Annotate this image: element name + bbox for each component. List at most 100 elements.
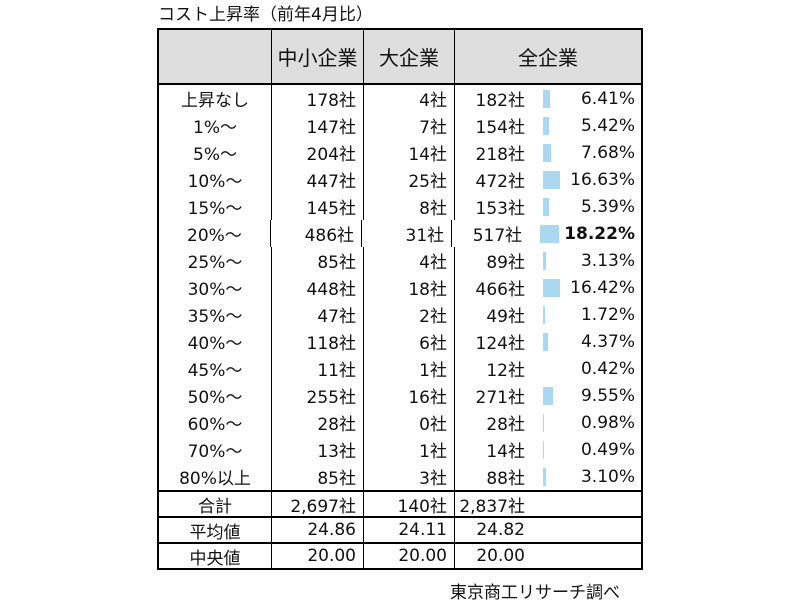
all-percentage: 5.42% [580, 115, 635, 136]
sme-count: 24.86 [272, 518, 364, 542]
row-label: 45%〜 [159, 355, 272, 382]
table-row: 80%以上 85社 3社 88社 3.10% [159, 463, 641, 490]
all-count: 218社 [475, 145, 525, 165]
data-bar-zone [543, 355, 567, 382]
data-bar [543, 305, 545, 324]
data-bar-zone [543, 328, 567, 355]
data-bar-zone [543, 492, 567, 516]
header-sme: 中小企業 [272, 30, 364, 83]
row-label: 10%〜 [159, 166, 272, 193]
large-count: 18社 [364, 274, 455, 301]
data-bar [543, 278, 560, 297]
large-count: 16社 [364, 382, 455, 409]
table-row: 20%〜 486社 31社 517社 18.22% [159, 220, 641, 247]
header-blank [159, 30, 272, 83]
all-companies-cell: 28社 0.98% [455, 409, 641, 436]
all-count: 466社 [475, 280, 525, 300]
sme-count: 486社 [271, 220, 363, 247]
row-label: 20%〜 [159, 220, 271, 247]
table-body: 上昇なし 178社 4社 182社 6.41% 1%〜 147社 7社 154社… [159, 85, 641, 490]
row-label: 5%〜 [159, 139, 272, 166]
row-label: 15%〜 [159, 193, 272, 220]
data-bar-zone [543, 85, 567, 112]
data-bar-zone [543, 463, 567, 490]
data-bar-zone [543, 112, 567, 139]
all-count: 153社 [475, 199, 525, 219]
all-count: 2,837社 [459, 496, 525, 517]
large-count: 24.11 [364, 518, 455, 542]
table-row: 中央値 20.00 20.00 20.00 [159, 542, 641, 569]
row-label: 1%〜 [159, 112, 272, 139]
sme-count: 85社 [272, 247, 364, 274]
sme-count: 85社 [272, 463, 364, 490]
row-label: 50%〜 [159, 382, 272, 409]
data-bar-zone [543, 436, 567, 463]
all-percentage: 9.55% [580, 385, 635, 406]
all-count: 271社 [475, 388, 525, 408]
all-companies-cell: 218社 7.68% [455, 139, 641, 166]
table-row: 平均値 24.86 24.11 24.82 [159, 516, 641, 543]
large-count: 7社 [364, 112, 455, 139]
all-count: 14社 [486, 442, 525, 462]
large-count: 31社 [362, 220, 453, 247]
data-bar-zone [543, 166, 567, 193]
data-bar [543, 332, 548, 351]
data-bar-zone [543, 518, 567, 542]
all-percentage: 1.72% [580, 304, 635, 325]
all-companies-cell: 472社 16.63% [455, 166, 641, 193]
all-percentage: 7.68% [580, 142, 635, 163]
row-label: 80%以上 [159, 463, 272, 490]
data-bar-zone [543, 139, 567, 166]
sme-count: 448社 [272, 274, 364, 301]
header-large: 大企業 [364, 30, 455, 83]
row-label: 上昇なし [159, 85, 272, 112]
data-bar-zone [543, 382, 567, 409]
chart-title: コスト上昇率（前年4月比） [158, 5, 373, 25]
data-bar [540, 224, 560, 243]
row-label: 70%〜 [159, 436, 272, 463]
data-bar [543, 467, 546, 486]
sme-count: 447社 [272, 166, 364, 193]
source-credit: 東京商工リサーチ調べ [450, 583, 620, 603]
table-summary: 合計 2,697社 140社 2,837社 平均値 24.86 24.11 24… [159, 490, 641, 569]
all-companies-cell: 154社 5.42% [455, 112, 641, 139]
all-count: 124社 [475, 334, 525, 354]
large-count: 3社 [364, 463, 455, 490]
data-bar [543, 386, 553, 405]
all-count: 472社 [475, 172, 525, 192]
all-percentage: 3.13% [580, 250, 635, 271]
data-bar-zone [543, 544, 567, 568]
all-count: 49社 [486, 307, 525, 327]
all-count: 12社 [486, 361, 525, 381]
data-bar-zone [543, 247, 567, 274]
all-companies-cell: 153社 5.39% [455, 193, 641, 220]
row-label: 25%〜 [159, 247, 272, 274]
table-row: 上昇なし 178社 4社 182社 6.41% [159, 85, 641, 112]
row-label: 35%〜 [159, 301, 272, 328]
table-row: 35%〜 47社 2社 49社 1.72% [159, 301, 641, 328]
sme-count: 178社 [272, 85, 364, 112]
all-percentage: 3.10% [580, 466, 635, 487]
table-row: 10%〜 447社 25社 472社 16.63% [159, 166, 641, 193]
sme-count: 118社 [272, 328, 364, 355]
table-row: 40%〜 118社 6社 124社 4.37% [159, 328, 641, 355]
data-bar-zone [543, 301, 567, 328]
all-companies-cell: 24.82 [455, 518, 641, 542]
table-row: 60%〜 28社 0社 28社 0.98% [159, 409, 641, 436]
data-bar [543, 197, 549, 216]
all-count: 24.82 [476, 520, 525, 540]
large-count: 4社 [364, 247, 455, 274]
all-companies-cell: 466社 16.42% [455, 274, 641, 301]
large-count: 6社 [364, 328, 455, 355]
row-label: 合計 [159, 492, 272, 517]
large-count: 8社 [364, 193, 455, 220]
all-percentage: 0.49% [580, 439, 635, 460]
sme-count: 28社 [272, 409, 364, 436]
table-header-row: 中小企業 大企業 全企業 [159, 30, 641, 85]
all-percentage: 6.41% [580, 88, 635, 109]
sme-count: 147社 [272, 112, 364, 139]
table-row: 50%〜 255社 16社 271社 9.55% [159, 382, 641, 409]
all-companies-cell: 2,837社 [455, 492, 641, 517]
sme-count: 13社 [272, 436, 364, 463]
